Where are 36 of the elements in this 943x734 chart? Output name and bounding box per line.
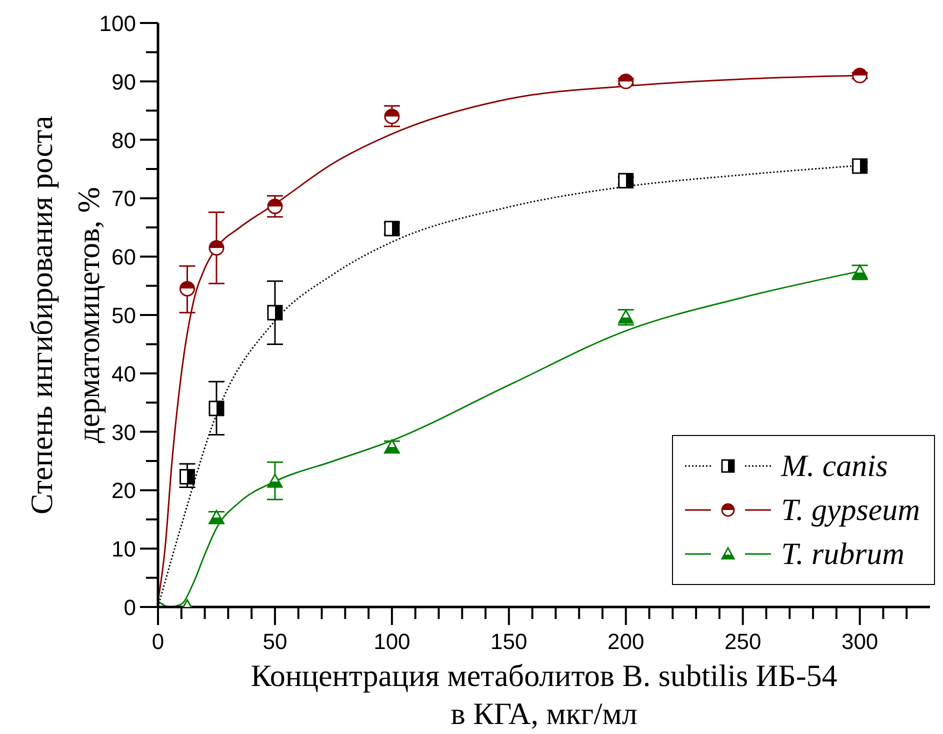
point [852, 68, 868, 84]
y-tick-label: 30 [112, 420, 136, 445]
y-tick-label: 90 [112, 69, 136, 94]
y-tick-label: 100 [99, 11, 136, 36]
legend-label: T. gypseum [781, 492, 920, 528]
point [208, 400, 224, 416]
y-tick-label: 40 [112, 361, 136, 386]
x-tick-label: 150 [490, 629, 528, 654]
point [852, 158, 868, 174]
point [384, 108, 400, 124]
point [267, 474, 283, 488]
point [618, 74, 634, 90]
x-tick-label: 100 [374, 629, 410, 654]
x-tick-label: 0 [152, 629, 164, 654]
y-tick-label: 70 [112, 186, 136, 212]
legend-label: M. canis [781, 448, 888, 484]
point [267, 304, 283, 320]
y-tick-label: 60 [112, 244, 136, 270]
y-tick-label: 10 [112, 536, 136, 562]
point [384, 220, 400, 236]
x-tick-label: 250 [724, 629, 762, 654]
x-tick-label: 200 [608, 629, 644, 654]
point [179, 469, 195, 485]
x-tick-label: 50 [262, 629, 288, 654]
point [208, 240, 224, 256]
x-axis-title: Концентрация метаболитов B. subtilis ИБ-54 в КГА, мкг/мл [250, 657, 838, 733]
point [179, 280, 195, 296]
point [618, 172, 634, 188]
y-tick-label: 80 [112, 128, 136, 153]
point [267, 198, 283, 214]
x-tick-label: 300 [841, 629, 878, 654]
legend-label: T. rubrum [781, 536, 905, 572]
y-tick-label: 0 [124, 595, 136, 620]
y-tick-label: 20 [112, 478, 136, 504]
y-tick-label: 50 [112, 303, 136, 328]
y-axis-title: Степень ингибирования роста дерматомицетов, % [24, 116, 106, 514]
